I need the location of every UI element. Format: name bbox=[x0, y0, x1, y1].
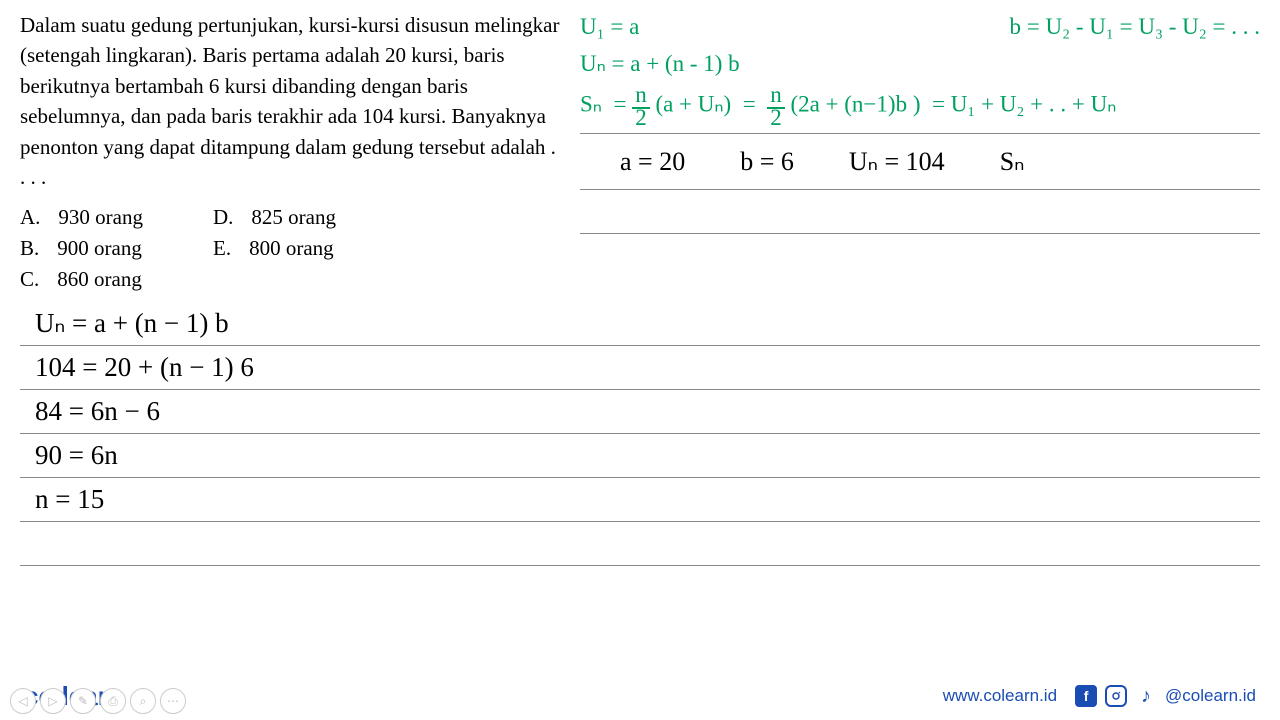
formula-sn: Sₙ = n2 (a + Uₙ) = n2 (2a + (n−1)b ) = U… bbox=[580, 83, 1260, 129]
answer-options: A.930 orang B.900 orang C.860 orang D.82… bbox=[20, 205, 560, 292]
formula-notes: U₁ = a b = U₂ - U₁ = U₃ - U₂ = . . . Uₙ … bbox=[580, 10, 1260, 292]
search-button[interactable]: ⌕ bbox=[130, 688, 156, 714]
more-button[interactable]: ⋯ bbox=[160, 688, 186, 714]
social-handle: @colearn.id bbox=[1165, 686, 1256, 706]
player-controls: ◁ ▷ ✎ ⎙ ⌕ ⋯ bbox=[10, 688, 186, 714]
given-values: a = 20 b = 6 Uₙ = 104 Sₙ bbox=[580, 133, 1260, 190]
work-steps: Uₙ = a + (n − 1) b 104 = 20 + (n − 1) 6 … bbox=[20, 302, 1260, 566]
formula-un: Uₙ = a + (n - 1) b bbox=[580, 47, 1260, 82]
formula-b: b = U₂ - U₁ = U₃ - U₂ = . . . bbox=[1010, 10, 1261, 45]
formula-u1: U₁ = a bbox=[580, 10, 639, 45]
option-d: D.825 orang bbox=[213, 205, 336, 230]
social-links: f ♪ @colearn.id bbox=[1075, 685, 1256, 707]
ruled-line bbox=[580, 192, 1260, 234]
work-step-4: 90 = 6n bbox=[20, 434, 1260, 478]
ruled-line bbox=[20, 524, 1260, 566]
instagram-icon[interactable] bbox=[1105, 685, 1127, 707]
facebook-icon[interactable]: f bbox=[1075, 685, 1097, 707]
option-c: C.860 orang bbox=[20, 267, 143, 292]
option-e: E.800 orang bbox=[213, 236, 336, 261]
tiktok-icon[interactable]: ♪ bbox=[1135, 685, 1157, 707]
edit-button[interactable]: ✎ bbox=[70, 688, 96, 714]
work-step-3: 84 = 6n − 6 bbox=[20, 390, 1260, 434]
option-b: B.900 orang bbox=[20, 236, 143, 261]
footer: co learn www.colearn.id f ♪ @colearn.id bbox=[0, 672, 1280, 720]
prev-button[interactable]: ◁ bbox=[10, 688, 36, 714]
value-b: b = 6 bbox=[740, 142, 794, 181]
work-step-1: Uₙ = a + (n − 1) b bbox=[20, 302, 1260, 346]
work-step-2: 104 = 20 + (n − 1) 6 bbox=[20, 346, 1260, 390]
problem-text: Dalam suatu gedung pertunjukan, kursi-ku… bbox=[20, 10, 560, 193]
save-button[interactable]: ⎙ bbox=[100, 688, 126, 714]
website-url: www.colearn.id bbox=[943, 686, 1057, 706]
value-un: Uₙ = 104 bbox=[849, 142, 945, 181]
next-button[interactable]: ▷ bbox=[40, 688, 66, 714]
value-a: a = 20 bbox=[620, 142, 685, 181]
option-a: A.930 orang bbox=[20, 205, 143, 230]
value-sn: Sₙ bbox=[1000, 142, 1025, 181]
work-step-5: n = 15 bbox=[20, 478, 1260, 522]
